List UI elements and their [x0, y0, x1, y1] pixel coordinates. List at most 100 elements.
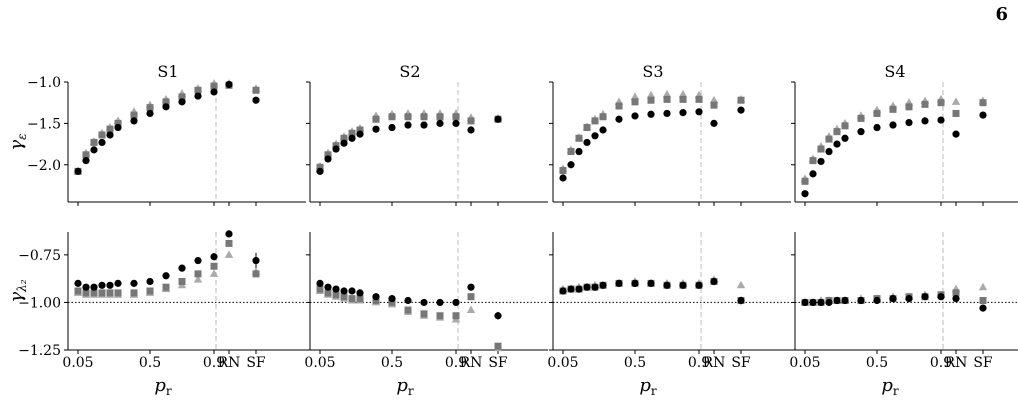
- y-tick-label: −0.75: [18, 248, 61, 264]
- square-marker: [194, 270, 202, 278]
- x-axis-label: pr: [639, 375, 657, 398]
- circle-marker: [194, 92, 202, 100]
- square-marker: [372, 297, 380, 305]
- circle-marker: [663, 109, 671, 118]
- square-marker: [90, 138, 98, 146]
- y-tick-label: −2.0: [27, 158, 61, 174]
- square-marker: [679, 95, 687, 103]
- triangle-marker-sf: [978, 282, 988, 291]
- x-tick-label: 0.9: [930, 355, 952, 371]
- square-marker: [82, 151, 90, 159]
- square-marker: [873, 109, 881, 117]
- square-marker: [114, 119, 122, 127]
- circle-marker-sf: [252, 256, 260, 265]
- square-marker: [178, 93, 186, 101]
- panel-title: S2: [399, 62, 420, 81]
- circle-marker-sf: [979, 304, 987, 312]
- circle-marker: [825, 147, 833, 156]
- square-marker: [210, 82, 218, 90]
- square-marker: [106, 125, 114, 133]
- circle-marker: [194, 256, 202, 265]
- circle-marker: [921, 293, 929, 301]
- circle-marker: [348, 134, 356, 142]
- circle-marker: [162, 272, 170, 280]
- square-marker: [90, 289, 98, 297]
- circle-marker: [98, 281, 106, 289]
- circle-marker: [356, 130, 364, 138]
- circle-marker: [356, 289, 364, 297]
- circle-marker: [106, 281, 114, 289]
- x-tick-label: 0.05: [62, 355, 93, 371]
- circle-marker: [332, 145, 340, 153]
- circle-marker: [833, 140, 841, 148]
- square-marker: [98, 289, 106, 297]
- circle-marker: [388, 295, 396, 303]
- square-marker: [559, 167, 567, 175]
- circle-marker: [372, 125, 380, 133]
- circle-marker-rn: [467, 283, 475, 291]
- circle-marker-rn: [225, 80, 233, 89]
- square-marker: [348, 295, 356, 303]
- triangle-marker: [209, 269, 219, 277]
- square-marker: [404, 306, 412, 314]
- y-tick-label: −1.25: [18, 343, 61, 359]
- circle-marker: [74, 167, 82, 175]
- x-axis-label-subscript: r: [166, 384, 172, 398]
- y-tick-label: −1.5: [27, 116, 61, 132]
- square-marker: [130, 289, 138, 297]
- square-marker: [833, 128, 841, 136]
- x-tick-label: RN: [460, 355, 483, 371]
- circle-marker-sf: [737, 296, 745, 305]
- circle-marker: [937, 293, 945, 301]
- square-marker: [631, 98, 639, 106]
- x-tick-label: 0.9: [688, 355, 710, 371]
- circle-marker: [841, 134, 849, 142]
- square-marker: [452, 113, 460, 121]
- x-tick-label: 0.5: [624, 355, 646, 371]
- x-tick-label: RN: [218, 355, 241, 371]
- square-marker-rn: [952, 289, 960, 297]
- square-marker: [404, 113, 412, 121]
- circle-marker-sf: [252, 96, 260, 104]
- y-axis-label: γε: [6, 133, 29, 150]
- triangle-marker: [630, 92, 640, 100]
- circle-marker: [210, 253, 218, 261]
- triangle-marker-rn: [951, 97, 961, 105]
- square-marker: [841, 122, 849, 130]
- square-marker: [567, 148, 575, 156]
- circle-marker: [162, 103, 170, 111]
- panel-title: S3: [642, 62, 663, 81]
- square-marker: [146, 104, 154, 112]
- square-marker: [146, 287, 154, 295]
- square-marker: [663, 95, 671, 103]
- circle-marker: [324, 155, 332, 163]
- circle-marker: [591, 283, 599, 291]
- square-marker: [452, 312, 460, 320]
- x-tick-label: SF: [488, 355, 508, 371]
- circle-marker: [90, 283, 98, 291]
- x-tick-label: 0.9: [203, 355, 225, 371]
- square-marker: [114, 289, 122, 297]
- triangle-marker: [678, 89, 688, 98]
- x-axis-label-subscript: r: [651, 384, 657, 398]
- x-tick-label: SF: [973, 355, 993, 371]
- circle-marker: [801, 190, 809, 198]
- circle-marker: [90, 146, 98, 154]
- circle-marker: [452, 298, 460, 307]
- circle-marker: [324, 283, 332, 291]
- circle-marker: [905, 118, 913, 127]
- circle-marker: [841, 296, 849, 305]
- circle-marker: [114, 279, 122, 287]
- square-marker: [324, 289, 332, 297]
- square-marker: [436, 113, 444, 121]
- x-tick-label: SF: [731, 355, 751, 371]
- square-marker-rn: [952, 109, 960, 117]
- square-marker: [194, 86, 202, 94]
- circle-marker: [146, 277, 154, 286]
- circle-marker: [82, 283, 90, 291]
- square-marker: [162, 283, 170, 291]
- circle-marker: [873, 296, 881, 305]
- square-marker-sf: [737, 96, 745, 104]
- circle-marker: [663, 281, 671, 289]
